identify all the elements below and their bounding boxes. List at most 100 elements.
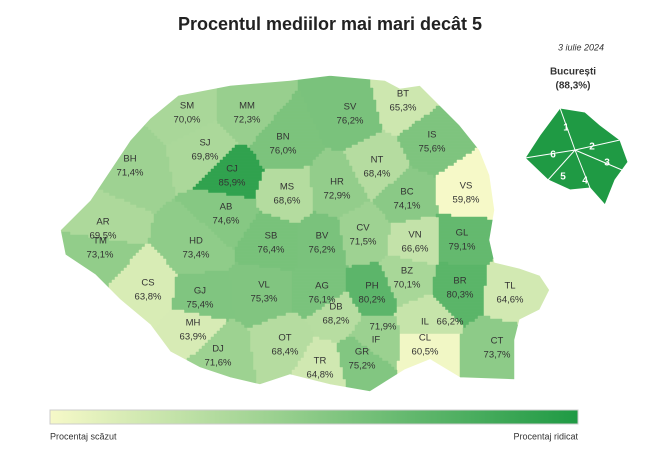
title: Procentul mediilor mai mari decât 5 <box>178 14 482 34</box>
county-value: 85,9% <box>219 178 246 189</box>
county-value: 73,7% <box>484 350 511 361</box>
county-value: 68,4% <box>364 169 391 180</box>
county-code: IS <box>428 130 437 141</box>
county-value: 76,4% <box>258 245 285 256</box>
county <box>435 213 533 266</box>
county-code: DB <box>329 302 342 313</box>
county-code: CT <box>491 336 504 347</box>
county-value: 73,1% <box>87 250 114 261</box>
county-code: PH <box>365 281 378 292</box>
county-value: 79,1% <box>449 242 476 253</box>
county-code: SM <box>180 101 194 112</box>
inset-title: București <box>550 67 596 78</box>
county-value: 80,2% <box>359 295 386 306</box>
county-code: BN <box>276 132 289 143</box>
county-value: 64,6% <box>497 295 524 306</box>
county-value: 75,6% <box>419 144 446 155</box>
county-value: 73,4% <box>183 250 210 261</box>
county-code: AR <box>96 217 109 228</box>
county <box>393 294 464 335</box>
county-code: SB <box>265 231 278 242</box>
county-value: 59,8% <box>453 195 480 206</box>
country-outline <box>59 74 551 393</box>
county-value: 68,6% <box>274 196 301 207</box>
legend-bar <box>49 409 579 425</box>
county-value: 71,4% <box>117 168 144 179</box>
county-code: CL <box>419 333 431 344</box>
county-code: BT <box>397 89 409 100</box>
county-code: MS <box>280 182 294 193</box>
county <box>483 213 550 335</box>
county-code: TM <box>93 236 107 247</box>
county-code: NT <box>371 155 384 166</box>
date: 3 iulie 2024 <box>558 42 604 52</box>
county-code: GJ <box>194 286 206 297</box>
county-code: VS <box>460 181 473 192</box>
county-value: 68,2% <box>323 316 350 327</box>
bucharest <box>524 107 629 206</box>
sector-label: 2 <box>589 142 595 153</box>
sector-label: 1 <box>563 123 569 134</box>
county-code: BR <box>453 276 466 287</box>
county-value: 76,2% <box>337 116 364 127</box>
county-code: BC <box>400 187 413 198</box>
county-value: 66,6% <box>402 244 429 255</box>
county-code: BV <box>316 231 329 242</box>
sector-label: 4 <box>582 176 588 187</box>
county-code: DJ <box>212 344 224 355</box>
county-value: 69,5% <box>90 231 117 242</box>
county-code: CS <box>141 278 154 289</box>
county-code: SJ <box>199 138 210 149</box>
county-code: OT <box>278 333 291 344</box>
county-code: HD <box>189 236 203 247</box>
county-value: 70,1% <box>394 280 421 291</box>
county-code: BZ <box>401 266 413 277</box>
county-code: TR <box>314 356 327 367</box>
county-value: 72,3% <box>234 115 261 126</box>
county-value: 60,5% <box>412 347 439 358</box>
legend-high: Procentaj ridicat <box>513 431 578 441</box>
county-code: AG <box>315 281 329 292</box>
sector-label: 3 <box>604 158 610 169</box>
county-value: 74,1% <box>394 201 421 212</box>
county-value: 63,8% <box>135 292 162 303</box>
county-value: 80,3% <box>447 290 474 301</box>
county-code: HR <box>330 177 344 188</box>
county-value: 65,3% <box>390 103 417 114</box>
county-code: AB <box>220 202 233 213</box>
county-code: IF <box>372 335 381 346</box>
county-value: 69,8% <box>192 152 219 163</box>
county-code: VL <box>258 280 270 291</box>
county-value: 76,0% <box>270 146 297 157</box>
county-value: 71,9% <box>370 322 397 333</box>
inset-value: (88,3%) <box>555 81 590 92</box>
county-value: 64,8% <box>307 370 334 381</box>
county-code: GR <box>355 347 369 358</box>
county-value: 70,0% <box>174 115 201 126</box>
county-value: 75,4% <box>187 300 214 311</box>
county-code: VN <box>408 230 421 241</box>
counties <box>60 75 550 392</box>
county-code: CV <box>356 223 370 234</box>
legend-low: Procentaj scăzut <box>50 431 117 441</box>
county-code: BH <box>123 154 136 165</box>
county-code: TL <box>504 281 515 292</box>
county-value: 74,6% <box>213 216 240 227</box>
county-value: 72,9% <box>324 191 351 202</box>
county-value: 63,9% <box>180 332 207 343</box>
county-value: 71,5% <box>350 237 377 248</box>
county-value: 75,3% <box>251 294 278 305</box>
county-value: 76,1% <box>309 295 336 306</box>
county-value: 71,6% <box>205 358 232 369</box>
county <box>60 75 176 215</box>
county-code: MM <box>239 101 255 112</box>
county-value: 76,2% <box>309 245 336 256</box>
county-code: MH <box>186 318 201 329</box>
county-code: CJ <box>226 164 238 175</box>
sector-borders <box>524 107 623 189</box>
county-value: 66,2% <box>437 317 464 328</box>
county-code: IL <box>421 317 429 328</box>
county-value: 75,2% <box>349 361 376 372</box>
county-code: GL <box>456 228 469 239</box>
